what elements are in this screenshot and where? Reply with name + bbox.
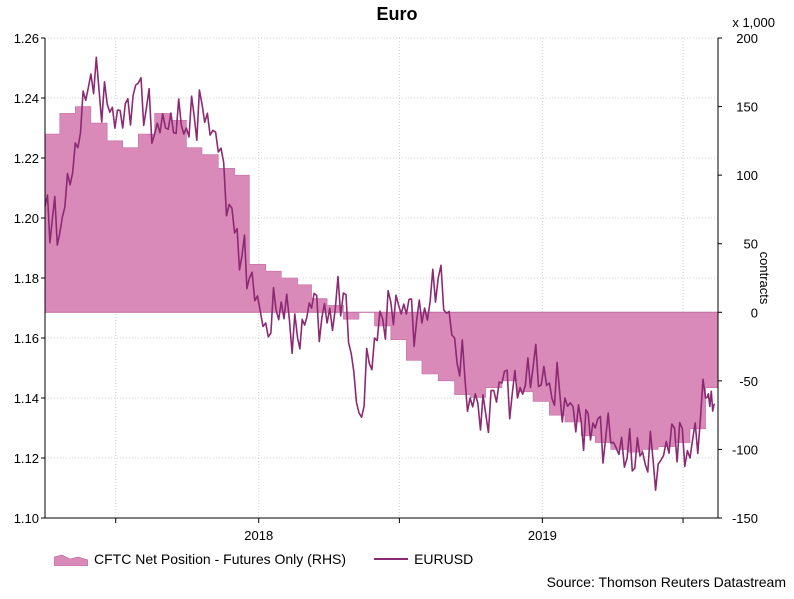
left-tick-label: 1.22	[14, 151, 39, 166]
x-tick-label: 2018	[244, 528, 273, 543]
series-line-eurusd	[44, 56, 715, 492]
grid	[45, 37, 718, 519]
legend-area-swatch	[54, 554, 88, 566]
right-tick-label: -50	[739, 374, 758, 389]
left-tick-label: 1.20	[14, 211, 39, 226]
legend-label-cftc: CFTC Net Position - Futures Only (RHS)	[94, 551, 347, 567]
right-tick-label: 150	[736, 100, 758, 115]
legend: CFTC Net Position - Futures Only (RHS) E…	[54, 551, 501, 567]
legend-label-eurusd: EURUSD	[414, 551, 474, 567]
right-tick-label: 0	[751, 305, 758, 320]
legend-item-cftc: CFTC Net Position - Futures Only (RHS)	[54, 551, 346, 567]
right-tick-label: 200	[736, 31, 758, 46]
source-note: Source: Thomson Reuters Datastream	[546, 574, 786, 590]
legend-line-swatch	[374, 558, 409, 560]
left-tick-label: 1.18	[14, 271, 39, 286]
left-tick-label: 1.16	[14, 331, 39, 346]
chart-title: Euro	[376, 4, 417, 24]
plot-area	[44, 56, 719, 492]
right-tick-label: -100	[732, 442, 758, 457]
right-axis-label: contracts	[757, 252, 772, 305]
left-tick-label: 1.12	[14, 451, 39, 466]
left-tick-label: 1.24	[14, 91, 39, 106]
right-axis-unit: x 1,000	[732, 15, 775, 30]
right-tick-label: 100	[736, 168, 758, 183]
x-tick-label: 2019	[528, 528, 557, 543]
left-tick-label: 1.14	[14, 391, 39, 406]
left-tick-label: 1.10	[14, 511, 39, 526]
right-tick-label: -150	[732, 511, 758, 526]
right-tick-label: 50	[744, 237, 758, 252]
axes: 1.10 1.12 1.14 1.16 1.18 1.20 1.22 1.24 1.26 -150…	[14, 31, 758, 543]
left-tick-label: 1.26	[14, 31, 39, 46]
legend-item-eurusd: EURUSD	[374, 551, 473, 567]
